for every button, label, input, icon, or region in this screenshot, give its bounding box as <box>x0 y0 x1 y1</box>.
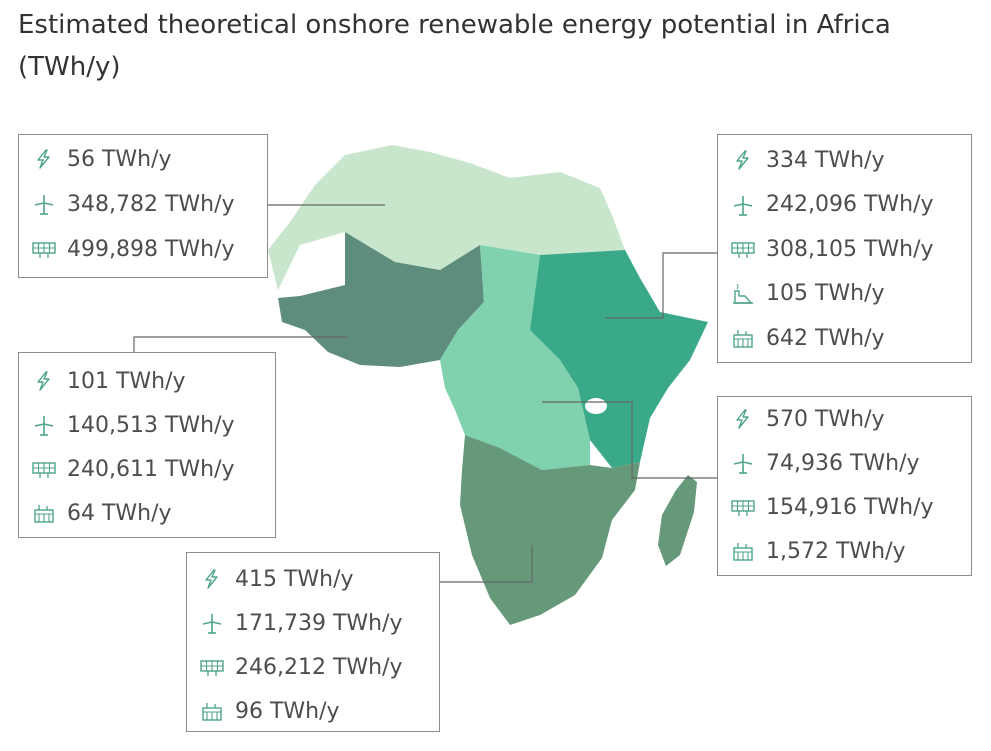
region-central-africa <box>440 245 590 470</box>
leader-lines <box>133 204 717 583</box>
leader-east <box>605 252 717 319</box>
energy-value: 154,916 TWh/y <box>766 494 934 520</box>
energy-value: 308,105 TWh/y <box>766 236 934 262</box>
region-madagascar <box>658 475 697 566</box>
energy-value: 415 TWh/y <box>235 566 354 592</box>
region-east-africa <box>530 250 708 468</box>
lightning-icon <box>205 569 218 589</box>
energy-value: 1,572 TWh/y <box>766 538 906 564</box>
energy-value: 64 TWh/y <box>67 500 172 526</box>
energy-value: 96 TWh/y <box>235 698 340 724</box>
region-north-africa <box>268 145 625 290</box>
energy-row-solar: 499,898 TWh/y <box>19 227 235 271</box>
map-title: Estimated theoretical onshore renewable … <box>18 10 891 82</box>
bioenergy-icon <box>202 703 222 721</box>
bioenergy-icon <box>34 505 54 523</box>
energy-row-bioenergy: 1,572 TWh/y <box>718 529 906 573</box>
energy-row-wind: 242,096 TWh/y <box>718 183 934 227</box>
bioenergy-icon <box>733 330 753 348</box>
energy-row-wind: 171,739 TWh/y <box>187 601 403 645</box>
energy-row-hydro: 570 TWh/y <box>718 397 885 441</box>
energy-row-hydro: 415 TWh/y <box>187 557 354 601</box>
wind-turbine-icon <box>34 416 54 436</box>
solar-panel-icon <box>200 660 224 676</box>
lightning-icon <box>736 409 749 429</box>
lightning-icon <box>37 149 50 169</box>
energy-row-bioenergy: 96 TWh/y <box>187 689 340 733</box>
energy-row-geothermal: 105 TWh/y <box>718 272 885 316</box>
energy-row-solar: 154,916 TWh/y <box>718 485 934 529</box>
energy-value: 105 TWh/y <box>766 281 885 306</box>
energy-value: 242,096 TWh/y <box>766 192 934 217</box>
energy-row-solar: 246,212 TWh/y <box>187 645 403 689</box>
region-box-north-africa: 56 TWh/y 348,782 TWh/y 499,898 TWh/y <box>18 134 268 278</box>
geothermal-icon <box>733 283 753 304</box>
energy-value: 140,513 TWh/y <box>67 412 235 438</box>
energy-value: 101 TWh/y <box>67 368 186 394</box>
energy-value: 642 TWh/y <box>766 325 885 351</box>
energy-row-hydro: 101 TWh/y <box>19 359 186 403</box>
energy-value: 171,739 TWh/y <box>235 610 403 636</box>
energy-value: 570 TWh/y <box>766 406 885 432</box>
solar-panel-icon <box>731 500 755 516</box>
energy-row-bioenergy: 64 TWh/y <box>19 491 172 535</box>
lake-victoria <box>585 398 607 414</box>
solar-panel-icon <box>32 242 56 258</box>
region-box-southern-africa: 415 TWh/y 171,739 TWh/y 246,212 TWh/y 96… <box>186 552 440 732</box>
wind-turbine-icon <box>733 454 753 474</box>
energy-row-solar: 308,105 TWh/y <box>718 227 934 271</box>
leader-southern <box>440 545 533 583</box>
energy-value: 499,898 TWh/y <box>67 236 235 262</box>
region-box-central-africa: 570 TWh/y 74,936 TWh/y 154,916 TWh/y 1,5… <box>717 396 972 576</box>
energy-row-bioenergy: 642 TWh/y <box>718 316 885 360</box>
energy-row-hydro: 56 TWh/y <box>19 137 172 181</box>
energy-value: 334 TWh/y <box>766 147 885 173</box>
region-box-west-africa: 101 TWh/y 140,513 TWh/y 240,611 TWh/y 64… <box>18 352 276 538</box>
energy-row-wind: 348,782 TWh/y <box>19 182 235 226</box>
energy-value: 240,611 TWh/y <box>67 456 235 482</box>
wind-turbine-icon <box>202 614 222 634</box>
wind-turbine-icon <box>733 195 753 216</box>
leader-west <box>133 336 348 352</box>
region-southern-africa <box>460 435 640 625</box>
wind-turbine-icon <box>34 195 54 215</box>
lightning-icon <box>37 371 50 391</box>
energy-row-solar: 240,611 TWh/y <box>19 447 235 491</box>
lightning-icon <box>736 150 749 170</box>
solar-panel-icon <box>731 242 755 258</box>
energy-value: 246,212 TWh/y <box>235 654 403 680</box>
bioenergy-icon <box>733 543 753 561</box>
energy-value: 348,782 TWh/y <box>67 191 235 217</box>
energy-value: 74,936 TWh/y <box>766 450 920 476</box>
energy-row-hydro: 334 TWh/y <box>718 138 885 182</box>
leader-central <box>542 401 717 479</box>
energy-row-wind: 74,936 TWh/y <box>718 441 920 485</box>
solar-panel-icon <box>32 462 56 478</box>
energy-value: 56 TWh/y <box>67 146 172 172</box>
region-box-east-africa: 334 TWh/y 242,096 TWh/y 308,105 TWh/y 10… <box>717 134 972 363</box>
region-west-africa <box>278 232 484 367</box>
energy-row-wind: 140,513 TWh/y <box>19 403 235 447</box>
